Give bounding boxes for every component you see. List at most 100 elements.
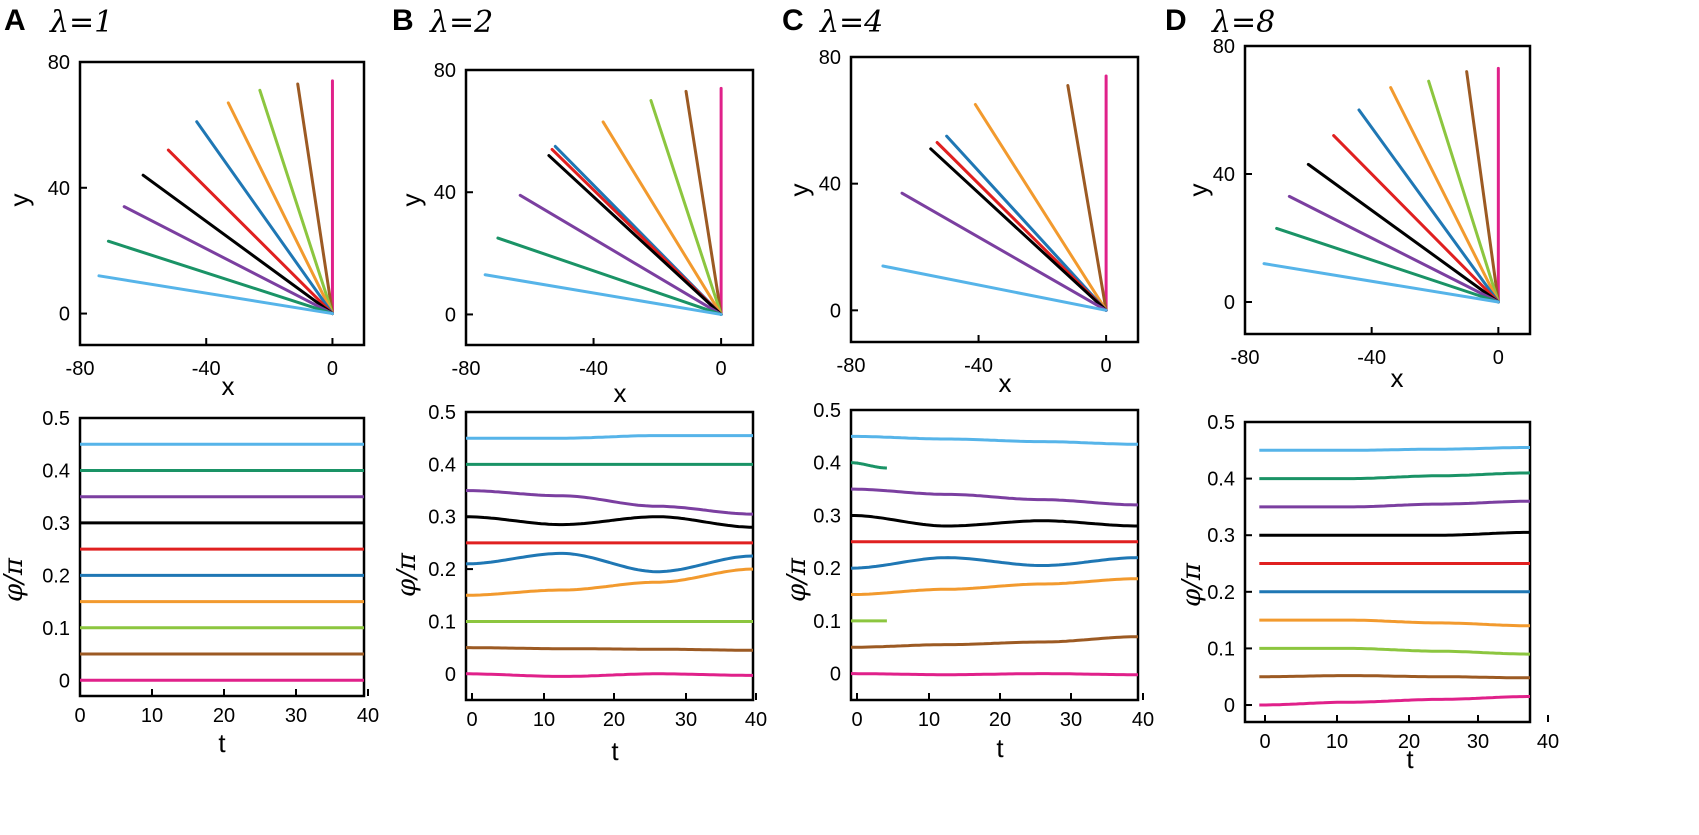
x-tick-label: 10 (918, 709, 940, 731)
y-tick-label: 0.4 (428, 454, 456, 476)
x-tick-label: 0 (327, 358, 338, 380)
y-tick-label: 0.3 (1207, 525, 1235, 547)
y-tick-label: 40 (434, 182, 456, 204)
y-axis-label: y (1183, 184, 1213, 197)
x-tick-label: 30 (1060, 709, 1082, 731)
y-tick-label: 0 (59, 304, 70, 326)
phase-line (851, 434, 1138, 446)
x-tick-label: 20 (603, 709, 625, 731)
trajectory-line (601, 120, 723, 316)
y-tick-label: 0.2 (42, 565, 70, 587)
x-tick-label: 0 (1493, 347, 1504, 369)
trajectory-plot: -80 -40 0 80 40 0 x y (396, 60, 755, 408)
y-tick-label: 40 (819, 174, 841, 196)
phase-line (465, 515, 753, 529)
trajectory-line (1332, 134, 1500, 304)
phase-line (1259, 499, 1531, 509)
x-axis-label: x (222, 371, 235, 401)
y-tick-label: 0.4 (813, 453, 841, 475)
trajectory-line (258, 88, 334, 316)
y-tick-label: 0.2 (813, 558, 841, 580)
x-tick-label: 0 (74, 705, 85, 727)
phase-line (851, 514, 1138, 528)
x-tick-label: 40 (745, 709, 767, 731)
x-tick-label: 10 (533, 709, 555, 731)
phase-plot: 0 10 20 30 40 0.5 0.4 0.3 0.2 0.1 0 t φ/π (0, 408, 379, 758)
x-axis-label: x (999, 368, 1012, 398)
phase-line (1259, 674, 1530, 680)
trajectory-line (1389, 86, 1500, 304)
trajectory-line (483, 273, 723, 316)
y-axis-label: y (784, 184, 814, 197)
y-tick-label: 0 (1224, 695, 1235, 717)
y-tick-label: 0 (59, 670, 70, 692)
y-tick-label: 0.5 (42, 408, 70, 430)
trajectory-line (1306, 162, 1500, 304)
trajectory-line (122, 205, 334, 316)
y-tick-label: 40 (1213, 164, 1235, 186)
y-tick-label: 0.1 (42, 618, 70, 640)
trajectory-line (1427, 79, 1500, 304)
y-tick-label: 0.3 (813, 505, 841, 527)
trajectory-line (973, 103, 1108, 312)
phase-line (1259, 446, 1530, 452)
panel-letter: B (392, 4, 414, 37)
trajectory-line (1262, 262, 1500, 304)
y-tick-label: 0.1 (813, 611, 841, 633)
trajectory-line (97, 274, 334, 316)
y-tick-label: 80 (819, 47, 841, 69)
x-tick-label: -40 (579, 358, 608, 380)
y-tick-label: 40 (48, 178, 70, 200)
plot-frame (464, 68, 755, 347)
x-tick-label: 10 (141, 705, 163, 727)
x-tick-label: 30 (285, 705, 307, 727)
trajectory-line (141, 173, 334, 316)
phase-line (465, 551, 754, 574)
x-tick-label: 20 (213, 705, 235, 727)
phase-line (1259, 646, 1530, 656)
trajectory-plot: -80 -40 0 80 40 0 x y (784, 47, 1140, 398)
x-tick-label: -80 (837, 355, 866, 377)
x-tick-label: 40 (357, 705, 379, 727)
panel-letter: C (782, 4, 804, 37)
phase-line (851, 635, 1138, 649)
x-tick-label: -40 (1357, 347, 1386, 369)
x-tick-label: -80 (452, 358, 481, 380)
phase-line (851, 577, 1138, 596)
x-tick-label: 30 (675, 709, 697, 731)
y-axis-label: φ/π (392, 552, 422, 597)
plot-frame (464, 410, 755, 702)
phase-plot: 0 10 20 30 40 0.5 0.4 0.3 0.2 0.1 0 t φ/π (1177, 412, 1559, 774)
y-tick-label: 0 (445, 304, 456, 326)
x-tick-label: -40 (192, 358, 221, 380)
plot-frame (78, 60, 366, 347)
y-tick-label: 0.5 (813, 400, 841, 422)
phase-line (466, 434, 753, 440)
trajectory-plot: -80 -40 0 80 40 0 x y (4, 52, 366, 401)
x-tick-label: 20 (1398, 731, 1420, 753)
y-tick-label: 0.5 (428, 402, 456, 424)
y-tick-label: 80 (434, 60, 456, 82)
x-tick-label: 0 (1259, 731, 1270, 753)
phase-plot: 0 10 20 30 40 0.5 0.4 0.3 0.2 0.1 0 t φ/π (392, 402, 767, 766)
y-tick-label: 0 (1224, 292, 1235, 314)
trajectory-line (1287, 194, 1500, 304)
y-tick-label: 0 (830, 300, 841, 322)
trajectory-plot: -80 -40 0 80 40 0 x y (1183, 36, 1532, 393)
x-tick-label: 40 (1537, 731, 1559, 753)
panel-letter: D (1165, 4, 1187, 37)
phase-line (1259, 471, 1531, 481)
phase-line (850, 556, 1139, 570)
y-tick-label: 0.1 (1207, 638, 1235, 660)
y-axis-label: y (396, 194, 426, 207)
y-tick-label: 0 (445, 664, 456, 686)
trajectory-line (929, 147, 1108, 312)
y-tick-label: 0.3 (428, 507, 456, 529)
panel-title: λ=2 (429, 5, 493, 40)
phase-line (466, 672, 753, 678)
panel-title: λ=4 (819, 5, 883, 40)
trajectory-line (945, 134, 1108, 312)
